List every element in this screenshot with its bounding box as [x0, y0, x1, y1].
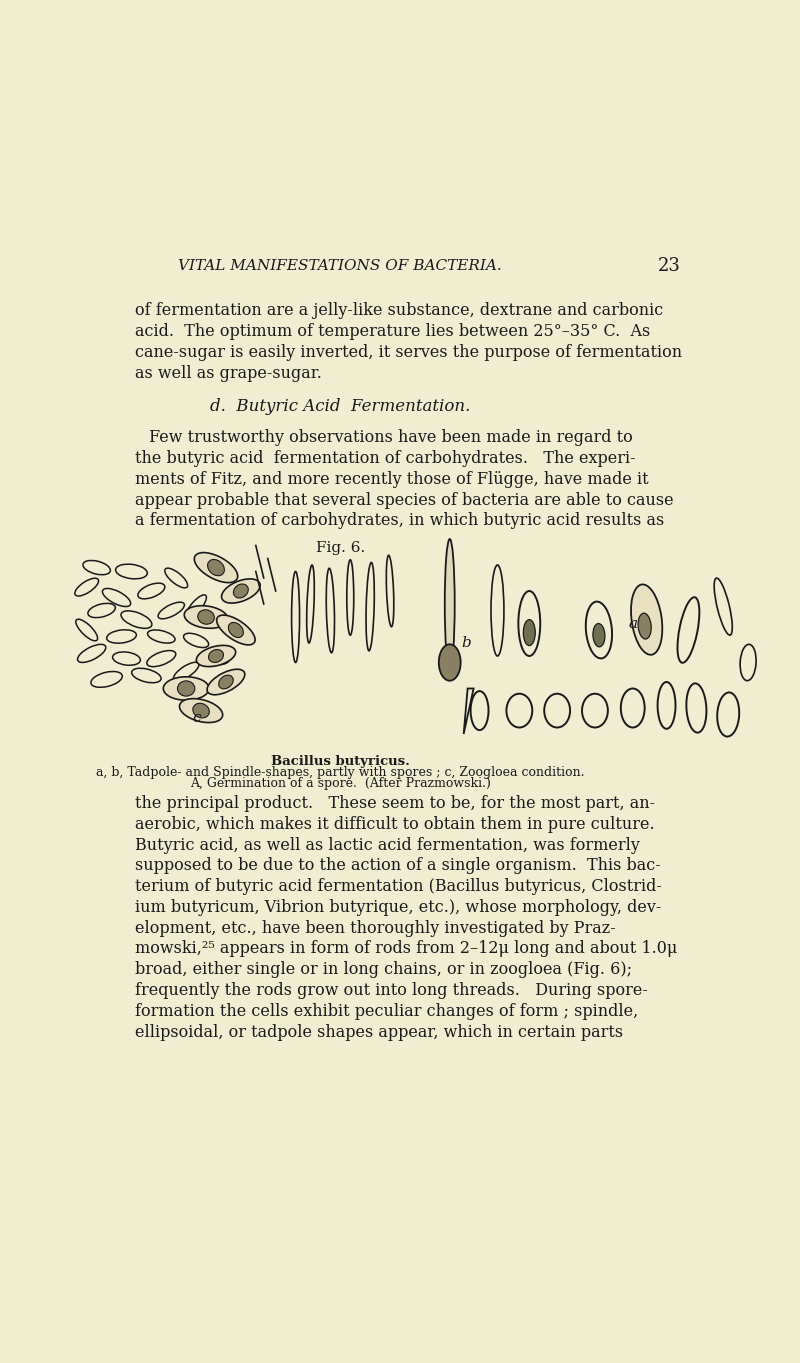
Ellipse shape: [178, 682, 195, 696]
Text: Butyric acid, as well as lactic acid fermentation, was formerly: Butyric acid, as well as lactic acid fer…: [135, 837, 640, 853]
Text: Fig. 6.: Fig. 6.: [316, 541, 365, 555]
Ellipse shape: [523, 620, 535, 646]
Ellipse shape: [193, 703, 210, 718]
Text: formation the cells exhibit peculiar changes of form ; spindle,: formation the cells exhibit peculiar cha…: [135, 1003, 638, 1020]
Text: as well as grape-sugar.: as well as grape-sugar.: [135, 364, 322, 382]
Text: terium of butyric acid fermentation (Bacillus butyricus, Clostrid-: terium of butyric acid fermentation (Bac…: [135, 878, 662, 895]
Text: of fermentation are a jelly-like substance, dextrane and carbonic: of fermentation are a jelly-like substan…: [135, 303, 663, 319]
Text: acid.  The optimum of temperature lies between 25°–35° C.  As: acid. The optimum of temperature lies be…: [135, 323, 650, 339]
Text: supposed to be due to the action of a single organism.  This bac-: supposed to be due to the action of a si…: [135, 857, 661, 874]
Text: the butyric acid  fermentation of carbohydrates.   The experi-: the butyric acid fermentation of carbohy…: [135, 450, 635, 468]
Ellipse shape: [198, 609, 214, 624]
Text: a, b, Tadpole- and Spindle-shapes, partly with spores ; c, Zoogloea condition.: a, b, Tadpole- and Spindle-shapes, partl…: [96, 766, 585, 780]
Text: b: b: [462, 637, 471, 650]
Text: aerobic, which makes it difficult to obtain them in pure culture.: aerobic, which makes it difficult to obt…: [135, 815, 654, 833]
Ellipse shape: [196, 646, 236, 667]
Ellipse shape: [228, 623, 243, 638]
Text: the principal product.   These seem to be, for the most part, an-: the principal product. These seem to be,…: [135, 795, 655, 812]
Text: mowski,²⁵ appears in form of rods from 2–12μ long and about 1.0μ: mowski,²⁵ appears in form of rods from 2…: [135, 940, 678, 957]
Text: A, Germination of a spore.  (After Prazmowski.): A, Germination of a spore. (After Prazmo…: [190, 777, 490, 791]
Ellipse shape: [207, 559, 225, 575]
Ellipse shape: [222, 579, 260, 602]
Text: ellipsoidal, or tadpole shapes appear, which in certain parts: ellipsoidal, or tadpole shapes appear, w…: [135, 1024, 623, 1040]
Text: a: a: [629, 616, 638, 631]
Text: ium butyricum, Vibrion butyrique, etc.), whose morphology, dev-: ium butyricum, Vibrion butyrique, etc.),…: [135, 900, 662, 916]
Ellipse shape: [445, 538, 454, 669]
Ellipse shape: [638, 613, 651, 639]
Ellipse shape: [438, 645, 461, 680]
Text: c: c: [192, 711, 200, 725]
Text: elopment, etc., have been thoroughly investigated by Praz-: elopment, etc., have been thoroughly inv…: [135, 920, 616, 936]
Text: Bacillus butyricus.: Bacillus butyricus.: [271, 755, 410, 767]
Text: Few trustworthy observations have been made in regard to: Few trustworthy observations have been m…: [149, 429, 633, 446]
Text: d.  Butyric Acid  Fermentation.: d. Butyric Acid Fermentation.: [210, 398, 470, 416]
Ellipse shape: [209, 650, 223, 662]
Ellipse shape: [194, 552, 238, 582]
Text: broad, either single or in long chains, or in zoogloea (Fig. 6);: broad, either single or in long chains, …: [135, 961, 632, 979]
Ellipse shape: [184, 605, 228, 628]
Ellipse shape: [234, 583, 248, 598]
Text: a fermentation of carbohydrates, in which butyric acid results as: a fermentation of carbohydrates, in whic…: [135, 512, 664, 529]
Ellipse shape: [631, 585, 662, 654]
Text: ments of Fitz, and more recently those of Flügge, have made it: ments of Fitz, and more recently those o…: [135, 470, 649, 488]
Text: VITAL MANIFESTATIONS OF BACTERIA.: VITAL MANIFESTATIONS OF BACTERIA.: [178, 259, 502, 273]
Ellipse shape: [217, 615, 255, 645]
Text: frequently the rods grow out into long threads.   During spore-: frequently the rods grow out into long t…: [135, 983, 648, 999]
Ellipse shape: [179, 699, 222, 722]
Text: appear probable that several species of bacteria are able to cause: appear probable that several species of …: [135, 492, 674, 508]
Ellipse shape: [163, 677, 209, 701]
Ellipse shape: [593, 623, 605, 647]
Text: cane-sugar is easily inverted, it serves the purpose of fermentation: cane-sugar is easily inverted, it serves…: [135, 343, 682, 361]
Text: 23: 23: [658, 258, 681, 275]
Ellipse shape: [207, 669, 245, 695]
Ellipse shape: [218, 675, 234, 688]
